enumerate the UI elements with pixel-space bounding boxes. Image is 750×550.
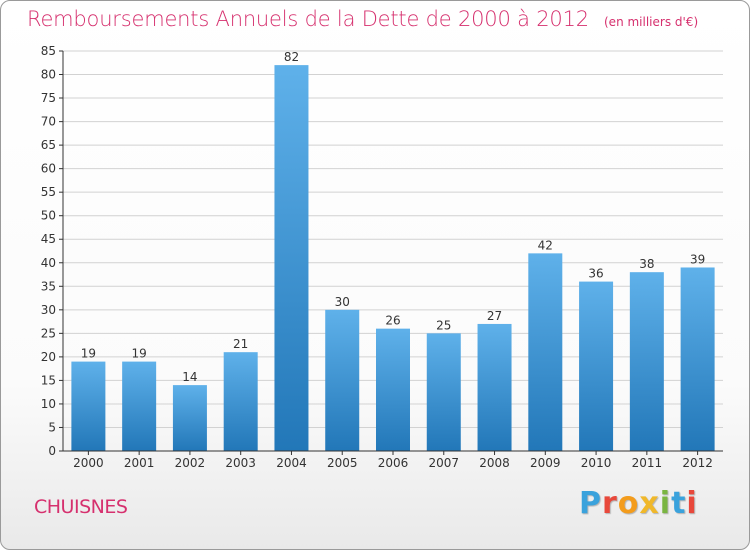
data-label: 21 <box>233 337 248 351</box>
bars <box>71 65 715 451</box>
x-tick-label: 2002 <box>175 456 206 470</box>
y-tick-label: 10 <box>41 397 56 411</box>
commune-name: CHUISNES <box>34 496 128 518</box>
y-tick-label: 35 <box>41 279 56 293</box>
y-tick-label: 70 <box>41 115 56 129</box>
bar-2010 <box>579 281 614 451</box>
logo-letter: r <box>602 486 618 521</box>
x-tick-label: 2008 <box>479 456 510 470</box>
bar-2007 <box>426 333 461 451</box>
y-tick-label: 5 <box>48 420 56 434</box>
bar-2004 <box>274 65 309 451</box>
x-tick-label: 2000 <box>73 456 104 470</box>
y-tick-label: 55 <box>41 185 56 199</box>
x-tick-label: 2010 <box>581 456 612 470</box>
y-tick-label: 0 <box>48 444 56 458</box>
y-tick-label: 30 <box>41 303 56 317</box>
x-tick-label: 2011 <box>632 456 663 470</box>
y-tick-label: 80 <box>41 68 56 82</box>
y-tick-label: 25 <box>41 326 56 340</box>
logo-letter: x <box>639 486 660 521</box>
y-tick-label: 65 <box>41 138 56 152</box>
bar-2009 <box>528 253 563 451</box>
data-label: 27 <box>487 309 502 323</box>
bar-2008 <box>477 323 512 451</box>
logo-letter: i <box>659 486 672 521</box>
data-label: 30 <box>335 295 350 309</box>
x-tick-label: 2004 <box>276 456 307 470</box>
y-tick-label: 75 <box>41 91 56 105</box>
chart-unit: (en milliers d'€) <box>604 15 699 29</box>
bar-2005 <box>325 309 360 451</box>
title-line: Remboursements Annuels de la Dette de 20… <box>27 7 698 31</box>
bar-2002 <box>172 385 207 451</box>
data-label: 42 <box>538 238 553 252</box>
y-tick-label: 60 <box>41 162 56 176</box>
y-tick-label: 85 <box>41 44 56 58</box>
data-label: 19 <box>81 347 96 361</box>
bar-2011 <box>629 272 664 451</box>
proxiti-logo: Proxiti <box>579 486 698 521</box>
x-tick-label: 2001 <box>124 456 155 470</box>
x-tick-label: 2005 <box>327 456 358 470</box>
data-label: 82 <box>284 50 299 64</box>
logo-letter: i <box>686 486 698 521</box>
data-label: 25 <box>436 318 451 332</box>
logo-letter: o <box>617 486 640 521</box>
x-tick-label: 2012 <box>682 456 713 470</box>
logo-letter: P <box>579 486 602 521</box>
x-tick-label: 2003 <box>225 456 256 470</box>
bar-2001 <box>122 361 157 451</box>
x-tick-label: 2006 <box>378 456 409 470</box>
x-tick-label: 2007 <box>428 456 459 470</box>
chart-title: Remboursements Annuels de la Dette de 20… <box>27 7 589 31</box>
data-label: 19 <box>132 347 147 361</box>
y-tick-label: 40 <box>41 256 56 270</box>
bar-2006 <box>376 328 410 451</box>
data-label: 36 <box>588 267 603 281</box>
bar-2012 <box>680 267 715 451</box>
y-tick-label: 50 <box>41 209 56 223</box>
y-tick-label: 15 <box>41 373 56 387</box>
data-label: 39 <box>690 252 705 266</box>
axes <box>59 50 723 455</box>
x-tick-label: 2009 <box>530 456 561 470</box>
logo-letter: t <box>671 486 687 521</box>
labels: 0 5 10 15 20 25 30 35 40 45 50 55 60 65 70 75 80 85 19 2000… <box>41 44 713 470</box>
bar-2000 <box>71 361 106 451</box>
data-label: 26 <box>385 314 400 328</box>
data-label: 38 <box>639 257 654 271</box>
data-label: 14 <box>182 370 197 384</box>
bar-2003 <box>223 352 258 451</box>
y-tick-label: 45 <box>41 232 56 246</box>
y-tick-label: 20 <box>41 350 56 364</box>
